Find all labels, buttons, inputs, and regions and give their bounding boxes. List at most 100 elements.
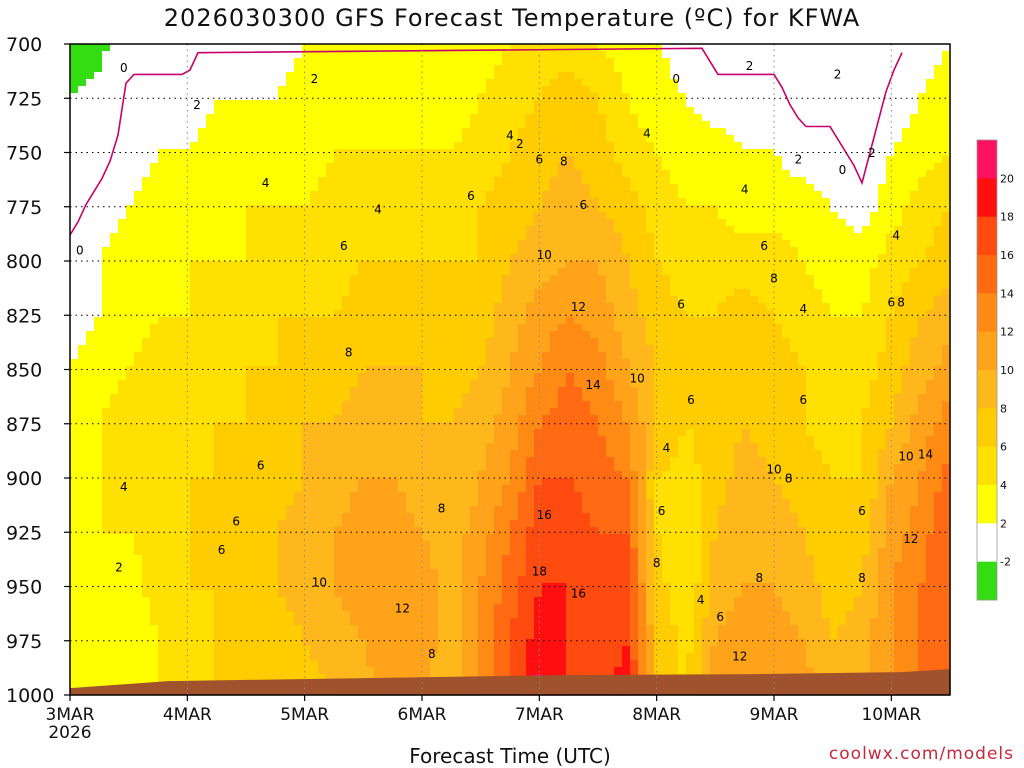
temperature-cell — [486, 667, 495, 675]
temperature-cell — [238, 268, 247, 276]
temperature-cell — [94, 380, 103, 388]
temperature-cell — [238, 44, 247, 52]
temperature-cell — [374, 331, 383, 339]
temperature-cell — [70, 478, 79, 486]
temperature-cell — [214, 499, 223, 507]
temperature-cell — [230, 135, 239, 143]
temperature-cell — [78, 282, 87, 290]
temperature-cell — [326, 100, 335, 108]
temperature-cell — [86, 639, 95, 647]
temperature-cell — [398, 366, 407, 374]
temperature-cell — [158, 170, 167, 178]
temperature-cell — [142, 576, 151, 584]
temperature-cell — [430, 415, 439, 423]
temperature-cell — [486, 254, 495, 262]
temperature-cell — [462, 100, 471, 108]
temperature-cell — [102, 604, 111, 612]
temperature-cell — [70, 191, 79, 199]
temperature-cell — [190, 86, 199, 94]
temperature-cell — [182, 408, 191, 416]
temperature-cell — [246, 212, 255, 220]
temperature-cell — [390, 149, 399, 157]
temperature-cell — [438, 653, 447, 661]
temperature-cell — [486, 310, 495, 318]
temperature-cell — [198, 380, 207, 388]
temperature-cell — [94, 464, 103, 472]
temperature-cell — [118, 282, 127, 290]
temperature-cell — [270, 142, 279, 150]
temperature-cell — [190, 464, 199, 472]
temperature-cell — [166, 205, 175, 213]
temperature-cell — [334, 618, 343, 626]
temperature-cell — [374, 254, 383, 262]
temperature-cell — [310, 471, 319, 479]
temperature-cell — [174, 401, 183, 409]
temperature-cell — [294, 471, 303, 479]
temperature-cell — [238, 394, 247, 402]
temperature-cell — [150, 415, 159, 423]
temperature-cell — [438, 513, 447, 521]
temperature-cell — [118, 506, 127, 514]
temperature-cell — [326, 233, 335, 241]
temperature-cell — [358, 478, 367, 486]
temperature-cell — [462, 254, 471, 262]
temperature-cell — [246, 604, 255, 612]
temperature-cell — [214, 639, 223, 647]
temperature-cell — [438, 520, 447, 528]
temperature-cell — [262, 597, 271, 605]
temperature-cell — [198, 44, 207, 52]
temperature-cell — [270, 576, 279, 584]
temperature-cell — [478, 520, 487, 528]
temperature-cell — [206, 184, 215, 192]
temperature-cell — [374, 443, 383, 451]
temperature-cell — [294, 436, 303, 444]
temperature-cell — [190, 205, 199, 213]
temperature-cell — [326, 142, 335, 150]
temperature-cell — [102, 394, 111, 402]
temperature-cell — [150, 275, 159, 283]
temperature-cell — [86, 422, 95, 430]
temperature-cell — [358, 65, 367, 73]
temperature-cell — [294, 331, 303, 339]
temperature-cell — [86, 303, 95, 311]
temperature-cell — [134, 485, 143, 493]
temperature-cell — [198, 331, 207, 339]
temperature-cell — [262, 583, 271, 591]
temperature-cell — [438, 632, 447, 640]
temperature-cell — [374, 275, 383, 283]
temperature-cell — [422, 422, 431, 430]
temperature-cell — [294, 464, 303, 472]
temperature-cell — [414, 303, 423, 311]
temperature-cell — [374, 198, 383, 206]
temperature-cell — [438, 667, 447, 675]
temperature-cell — [70, 576, 79, 584]
temperature-cell — [302, 254, 311, 262]
temperature-cell — [406, 324, 415, 332]
temperature-cell — [126, 611, 135, 619]
temperature-cell — [198, 555, 207, 563]
temperature-cell — [430, 618, 439, 626]
temperature-cell — [166, 163, 175, 171]
temperature-cell — [342, 646, 351, 654]
temperature-cell — [414, 401, 423, 409]
temperature-cell — [438, 282, 447, 290]
temperature-cell — [334, 373, 343, 381]
temperature-cell — [430, 79, 439, 87]
temperature-cell — [222, 352, 231, 360]
temperature-cell — [310, 485, 319, 493]
temperature-cell — [142, 534, 151, 542]
temperature-cell — [182, 135, 191, 143]
temperature-cell — [358, 254, 367, 262]
temperature-cell — [430, 135, 439, 143]
temperature-cell — [286, 247, 295, 255]
temperature-cell — [190, 65, 199, 73]
temperature-cell — [230, 541, 239, 549]
temperature-cell — [150, 135, 159, 143]
temperature-cell — [470, 352, 479, 360]
temperature-cell — [382, 366, 391, 374]
temperature-cell — [230, 562, 239, 570]
temperature-cell — [198, 317, 207, 325]
temperature-cell — [302, 338, 311, 346]
temperature-cell — [358, 611, 367, 619]
temperature-cell — [214, 240, 223, 248]
